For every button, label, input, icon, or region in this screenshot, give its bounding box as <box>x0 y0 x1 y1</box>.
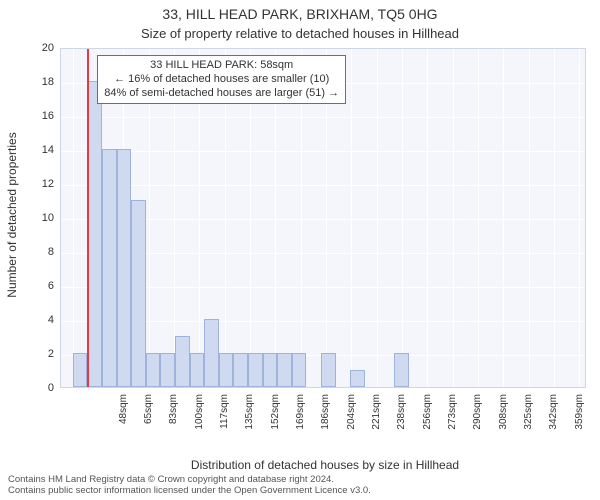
footer-line-2: Contains public sector information licen… <box>8 486 592 496</box>
x-tick-label: 186sqm <box>320 394 331 444</box>
x-tick-label: 256sqm <box>422 394 433 444</box>
x-tick-label: 135sqm <box>244 394 255 444</box>
gridline-h <box>61 185 585 186</box>
histogram-bar <box>394 353 409 387</box>
y-tick-label: 6 <box>0 280 54 292</box>
annotation-box: 33 HILL HEAD PARK: 58sqm← 16% of detache… <box>97 55 346 104</box>
y-tick-label: 14 <box>0 144 54 156</box>
histogram-bar <box>160 353 175 387</box>
x-tick-label: 308sqm <box>498 394 509 444</box>
y-tick-label: 2 <box>0 348 54 360</box>
histogram-bar <box>131 200 146 387</box>
y-tick-label: 0 <box>0 382 54 394</box>
x-axis-label: Distribution of detached houses by size … <box>60 458 590 472</box>
histogram-bar <box>175 336 190 387</box>
y-tick-label: 18 <box>0 76 54 88</box>
x-tick-label: 204sqm <box>346 394 357 444</box>
x-tick-label: 359sqm <box>574 394 585 444</box>
x-tick-label: 117sqm <box>219 394 230 444</box>
y-tick-label: 12 <box>0 178 54 190</box>
x-tick-label: 48sqm <box>118 394 129 444</box>
histogram-bar <box>292 353 307 387</box>
histogram-bar <box>233 353 248 387</box>
x-tick-label: 83sqm <box>168 394 179 444</box>
histogram-bar <box>350 370 365 387</box>
annotation-line: 84% of semi-detached houses are larger (… <box>104 87 339 101</box>
gridline-v <box>377 49 378 387</box>
histogram-bar <box>263 353 278 387</box>
annotation-line: 33 HILL HEAD PARK: 58sqm <box>104 59 339 73</box>
histogram-bar <box>277 353 292 387</box>
reference-line <box>87 49 89 387</box>
x-tick-label: 65sqm <box>143 394 154 444</box>
x-tick-label: 169sqm <box>295 394 306 444</box>
gridline-v <box>453 49 454 387</box>
chart-subtitle: Size of property relative to detached ho… <box>0 26 600 41</box>
y-tick-label: 10 <box>0 212 54 224</box>
gridline-v <box>503 49 504 387</box>
gridline-v <box>579 49 580 387</box>
histogram-bar <box>73 353 88 387</box>
gridline-v <box>73 49 74 387</box>
gridline-v <box>402 49 403 387</box>
x-tick-label: 342sqm <box>548 394 559 444</box>
histogram-bar <box>87 81 102 387</box>
gridline-v <box>554 49 555 387</box>
histogram-bar <box>117 149 132 387</box>
annotation-line: ← 16% of detached houses are smaller (10… <box>104 73 339 87</box>
y-tick-label: 20 <box>0 42 54 54</box>
plot-area: 33 HILL HEAD PARK: 58sqm← 16% of detache… <box>60 48 586 388</box>
gridline-h <box>61 151 585 152</box>
histogram-bar <box>219 353 234 387</box>
y-tick-label: 4 <box>0 314 54 326</box>
histogram-bar <box>248 353 263 387</box>
gridline-h <box>61 117 585 118</box>
x-tick-label: 100sqm <box>194 394 205 444</box>
chart-title: 33, HILL HEAD PARK, BRIXHAM, TQ5 0HG <box>0 6 600 22</box>
x-tick-label: 290sqm <box>472 394 483 444</box>
y-tick-label: 16 <box>0 110 54 122</box>
gridline-v <box>478 49 479 387</box>
footer-attribution: Contains HM Land Registry data © Crown c… <box>8 475 592 496</box>
x-tick-label: 238sqm <box>396 394 407 444</box>
y-tick-label: 8 <box>0 246 54 258</box>
histogram-bar <box>321 353 336 387</box>
histogram-bar <box>190 353 205 387</box>
gridline-v <box>529 49 530 387</box>
histogram-bar <box>146 353 161 387</box>
histogram-bar <box>204 319 219 387</box>
gridline-v <box>427 49 428 387</box>
chart-container: 33, HILL HEAD PARK, BRIXHAM, TQ5 0HG Siz… <box>0 0 600 500</box>
footer-line-1: Contains HM Land Registry data © Crown c… <box>8 475 592 485</box>
histogram-bar <box>102 149 117 387</box>
x-tick-label: 221sqm <box>371 394 382 444</box>
gridline-v <box>351 49 352 387</box>
x-tick-label: 325sqm <box>523 394 534 444</box>
x-tick-label: 273sqm <box>447 394 458 444</box>
x-tick-label: 152sqm <box>270 394 281 444</box>
